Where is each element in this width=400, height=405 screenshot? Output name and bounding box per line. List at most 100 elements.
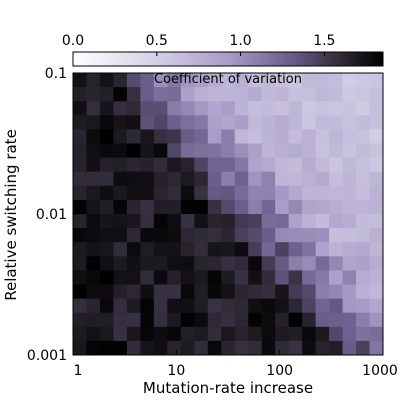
heatmap-cell <box>275 115 290 130</box>
heatmap-cell <box>288 298 303 314</box>
heatmap-cell <box>221 143 236 158</box>
heatmap-cell <box>288 228 303 243</box>
heatmap-cell <box>302 326 317 342</box>
heatmap-cell <box>369 129 384 144</box>
heatmap-cell <box>248 340 263 356</box>
heatmap-cell <box>248 171 263 187</box>
heatmap-cell <box>167 284 182 299</box>
heatmap-cell <box>369 157 384 173</box>
heatmap-cell <box>99 326 114 342</box>
heatmap-cell <box>302 270 317 285</box>
heatmap-cell <box>73 214 87 229</box>
heatmap-cell <box>194 270 209 285</box>
heatmap-cell <box>288 214 303 229</box>
heatmap-cell <box>140 143 155 158</box>
heatmap-cell <box>126 171 141 187</box>
heatmap-cell <box>167 185 182 201</box>
heatmap-cell <box>73 270 87 285</box>
heatmap-cell <box>167 270 182 285</box>
heatmap-cell <box>369 199 384 215</box>
heatmap-cell <box>275 199 290 215</box>
heatmap-cell <box>315 298 330 314</box>
heatmap-cell <box>113 340 128 356</box>
heatmap-cell <box>275 129 290 144</box>
heatmap-cell <box>261 73 276 88</box>
heatmap-cell <box>207 284 222 299</box>
heatmap-cell <box>140 115 155 130</box>
heatmap-cell <box>167 73 182 88</box>
heatmap-cell <box>234 199 249 215</box>
heatmap-cell <box>261 228 276 243</box>
heatmap-cell <box>302 171 317 187</box>
heatmap-cell <box>369 101 384 116</box>
heatmap-cell <box>194 185 209 201</box>
heatmap-cell <box>315 214 330 229</box>
heatmap-cell <box>369 228 384 243</box>
heatmap-cell <box>113 101 128 116</box>
heatmap-cell <box>288 284 303 299</box>
heatmap-cell <box>167 214 182 229</box>
heatmap-cell <box>369 284 384 299</box>
heatmap-cell <box>126 115 141 130</box>
heatmap-cell <box>167 340 182 356</box>
heatmap-cell <box>261 157 276 173</box>
heatmap-cell <box>126 326 141 342</box>
heatmap-cell <box>288 115 303 130</box>
heatmap-cell <box>180 242 195 257</box>
heatmap-cell <box>167 298 182 314</box>
heatmap-cell <box>369 326 384 342</box>
heatmap-cell <box>207 115 222 130</box>
heatmap-cell <box>167 326 182 342</box>
heatmap-cell <box>302 284 317 299</box>
heatmap-cell <box>153 171 168 187</box>
heatmap-cell <box>86 326 101 342</box>
heatmap-cell <box>315 87 330 102</box>
heatmap-cell <box>86 157 101 173</box>
heatmap-cell <box>73 228 87 243</box>
heatmap-cell <box>288 326 303 342</box>
heatmap-cell <box>140 256 155 271</box>
heatmap-cell <box>302 115 317 130</box>
heatmap-cell <box>194 298 209 314</box>
heatmap-cell <box>207 101 222 116</box>
colorbar-ticks: 0.0 0.5 1.0 1.5 <box>62 33 335 56</box>
heatmap-cell <box>221 270 236 285</box>
heatmap-cell <box>99 129 114 144</box>
heatmap-cell <box>113 312 128 328</box>
heatmap-cell <box>356 73 370 88</box>
heatmap-cell <box>194 115 209 130</box>
heatmap-cell <box>302 101 317 116</box>
heatmap-cell <box>153 214 168 229</box>
heatmap-cell <box>342 242 357 257</box>
heatmap-cell <box>207 199 222 215</box>
heatmap-cell <box>113 143 128 158</box>
heatmap-cell <box>315 199 330 215</box>
heatmap-cell <box>288 340 303 356</box>
heatmap-cell <box>207 87 222 102</box>
heatmap-cell <box>221 340 236 356</box>
heatmap-cell <box>248 157 263 173</box>
heatmap-cell <box>207 312 222 328</box>
heatmap-cell <box>288 171 303 187</box>
heatmap-cell <box>194 73 209 88</box>
heatmap-cell <box>113 326 128 342</box>
heatmap-cell <box>288 270 303 285</box>
heatmap-cell <box>153 298 168 314</box>
heatmap-cells <box>73 73 384 356</box>
heatmap-cell <box>261 101 276 116</box>
heatmap-cell <box>180 214 195 229</box>
heatmap-cell <box>86 143 101 158</box>
heatmap-cell <box>356 214 370 229</box>
heatmap-cell <box>99 73 114 88</box>
heatmap-cell <box>73 312 87 328</box>
heatmap-cell <box>167 242 182 257</box>
heatmap-cell <box>99 199 114 215</box>
heatmap-cell <box>234 326 249 342</box>
heatmap-cell <box>167 157 182 173</box>
heatmap-cell <box>248 87 263 102</box>
heatmap-cell <box>140 326 155 342</box>
heatmap-cell <box>369 115 384 130</box>
heatmap-cell <box>221 115 236 130</box>
heatmap-cell <box>302 129 317 144</box>
